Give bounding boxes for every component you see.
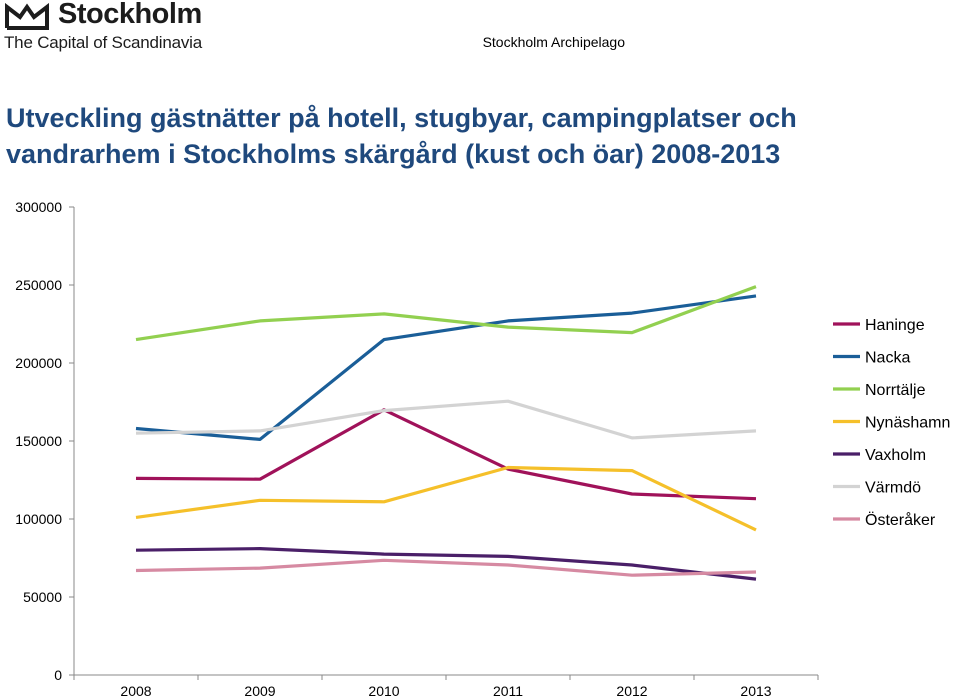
- legend-label: Norrtälje: [865, 382, 926, 399]
- legend-label: Vaxholm: [865, 447, 926, 464]
- legend-label: Österåker: [865, 511, 936, 529]
- x-tick-label: 2008: [120, 683, 151, 697]
- series-line-norrtälje: [135, 285, 757, 342]
- y-tick-label: 150000: [15, 433, 62, 449]
- legend-label: Nacka: [865, 350, 910, 367]
- logo-tagline: The Capital of Scandinavia: [4, 33, 202, 52]
- series-line-nacka: [135, 294, 757, 441]
- legend-label: Nynäshamn: [865, 415, 950, 432]
- series-line-haninge: [135, 408, 757, 501]
- page-header: Stockholm The Capital of Scandinavia Sto…: [0, 0, 960, 60]
- header-right-label: Stockholm Archipelago: [482, 34, 625, 50]
- y-tick-label: 50000: [23, 589, 62, 605]
- x-tick-label: 2013: [740, 683, 771, 697]
- series-line-vaxholm: [135, 546, 757, 581]
- x-tick-label: 2009: [244, 683, 275, 697]
- y-tick-label: 200000: [15, 355, 62, 371]
- series-lines: [135, 285, 757, 581]
- legend-label: Haninge: [865, 317, 925, 334]
- x-tick-label: 2010: [368, 683, 399, 697]
- x-axis-ticks: 2008 2009 2010 2011 2012 2013: [73, 675, 819, 697]
- y-tick-label: 300000: [15, 199, 62, 215]
- x-tick-label: 2012: [616, 683, 647, 697]
- chart-title: Utveckling gästnätter på hotell, stugbya…: [6, 103, 797, 169]
- y-axis-ticks: 0 50000 100000 150000 200000 250000 300000: [15, 199, 74, 683]
- logo-name: Stockholm: [58, 0, 202, 30]
- y-tick-label: 100000: [15, 511, 62, 527]
- y-tick-label: 0: [54, 667, 62, 683]
- chart-legend: Haninge Nacka Norrtälje Nynäshamn Vaxholm Vär…: [833, 317, 950, 529]
- y-tick-label: 250000: [15, 277, 62, 293]
- x-tick-label: 2011: [493, 683, 523, 697]
- series-line-nynäshamn: [135, 465, 757, 532]
- series-line-värmdö: [135, 399, 757, 440]
- legend-label: Värmdö: [865, 480, 921, 497]
- series-line-österåker: [135, 558, 757, 577]
- stockholm-logo: Stockholm The Capital of Scandinavia: [4, 0, 219, 54]
- crown-icon: [5, 3, 49, 30]
